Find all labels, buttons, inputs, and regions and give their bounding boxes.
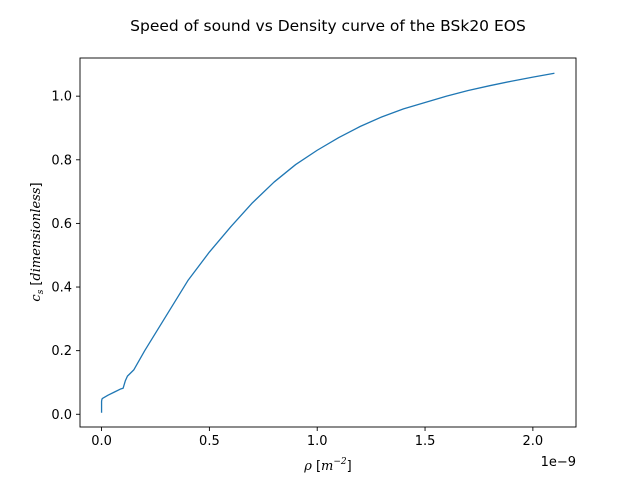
x-tick-label: 1.5 [415,434,436,449]
x-axis-ticks: 0.0 0.5 1.0 1.5 2.0 [91,427,543,449]
y-axis-bracket-close: ] [29,182,44,187]
x-axis-symbol: ρ [303,459,312,474]
y-tick-label: 0.0 [51,408,72,423]
x-tick-label: 0.0 [91,434,112,449]
x-axis-bracket-open: [ [316,459,321,474]
y-axis-bracket-open: [ [29,281,44,286]
y-axis-label: cs [dimensionless] [29,182,46,301]
x-axis-unit-base: m [321,459,333,474]
x-axis-unit-exponent: −2 [333,457,347,467]
y-axis-ticks: 0.0 0.2 0.4 0.6 0.8 1.0 [51,90,80,423]
y-tick-label: 0.6 [51,217,72,232]
series-line [100,72,555,413]
y-axis-subscript: s [36,289,46,294]
y-tick-label: 1.0 [51,90,72,105]
x-axis-offset-text: 1e−9 [541,455,576,470]
x-axis-label: ρ [m−2] [303,457,351,474]
y-tick-label: 0.4 [51,281,72,296]
x-tick-label: 2.0 [523,434,544,449]
chart-title: Speed of sound vs Density curve of the B… [130,17,526,35]
y-tick-label: 0.8 [51,153,72,168]
y-tick-label: 0.2 [51,344,72,359]
axes-frame [79,57,577,428]
x-tick-label: 0.5 [199,434,220,449]
x-tick-label: 1.0 [307,434,328,449]
y-axis-unit: dimensionless [29,187,44,280]
y-axis-symbol: c [29,294,44,302]
x-axis-bracket-close: ] [347,459,352,474]
plot-area: 0.0 0.5 1.0 1.5 2.0 0.0 0.2 0.4 0.6 0.8 1.0 [51,57,577,449]
